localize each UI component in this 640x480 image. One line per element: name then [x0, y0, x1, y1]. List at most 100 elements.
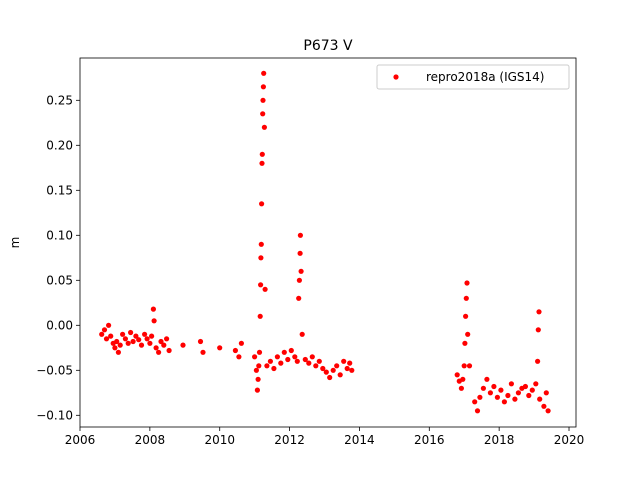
- x-tick-label: 2006: [65, 433, 96, 447]
- y-tick-label: 0.10: [46, 228, 73, 242]
- data-point: [313, 363, 319, 369]
- data-point: [505, 392, 511, 399]
- data-point: [253, 367, 259, 373]
- data-point: [464, 280, 470, 286]
- data-point: [136, 337, 142, 343]
- plot-area: [99, 70, 551, 414]
- data-point: [180, 342, 186, 348]
- data-point: [491, 383, 497, 390]
- data-point: [128, 329, 134, 336]
- data-point: [161, 342, 167, 348]
- data-point: [278, 360, 284, 366]
- data-point: [236, 354, 242, 360]
- legend-label: repro2018a (IGS14): [426, 70, 544, 84]
- data-point: [533, 381, 539, 387]
- data-point: [299, 331, 305, 337]
- data-point: [296, 295, 302, 301]
- data-point: [297, 232, 303, 238]
- data-point: [267, 358, 273, 364]
- data-point: [349, 367, 355, 373]
- data-point: [166, 347, 172, 354]
- data-point: [262, 286, 268, 292]
- data-point: [508, 381, 514, 387]
- data-point: [515, 390, 522, 396]
- data-point: [238, 340, 244, 346]
- data-point: [458, 385, 464, 391]
- data-point: [529, 387, 535, 393]
- x-tick-label: 2014: [344, 433, 375, 447]
- data-point: [254, 387, 260, 393]
- data-point: [103, 336, 110, 342]
- data-point: [472, 399, 478, 405]
- data-point: [327, 374, 333, 381]
- y-tick-label: 0.00: [46, 318, 73, 332]
- data-point: [156, 349, 162, 355]
- data-point: [454, 372, 460, 378]
- data-point: [271, 365, 277, 372]
- data-point: [197, 338, 204, 345]
- data-point: [292, 354, 298, 360]
- data-point: [512, 396, 518, 402]
- data-point: [264, 363, 270, 369]
- data-point: [474, 408, 481, 414]
- data-point: [133, 333, 139, 339]
- data-point: [256, 363, 262, 369]
- data-point: [260, 111, 266, 117]
- data-point: [158, 338, 164, 345]
- data-point: [164, 336, 170, 342]
- data-point: [543, 390, 549, 396]
- x-tick-label: 2008: [135, 433, 166, 447]
- data-point: [460, 376, 466, 382]
- data-point: [501, 399, 507, 405]
- y-tick-label: −0.05: [36, 363, 73, 377]
- y-axis: −0.10 −0.05 0.00 0.05 0.10 0.15 0.20 0.25: [36, 93, 80, 422]
- data-point: [115, 349, 121, 355]
- data-point: [108, 333, 114, 339]
- y-tick-label: 0.25: [46, 93, 73, 107]
- data-point: [217, 345, 223, 351]
- x-tick-label: 2018: [484, 433, 515, 447]
- data-point: [347, 360, 353, 366]
- data-point: [334, 363, 340, 369]
- data-point: [537, 396, 543, 402]
- data-point: [281, 349, 287, 355]
- x-tick-label: 2016: [414, 433, 445, 447]
- data-point: [463, 313, 469, 319]
- data-point: [522, 383, 529, 390]
- data-point: [142, 331, 148, 337]
- data-point: [461, 363, 467, 369]
- data-point: [541, 403, 547, 409]
- axes-frame: [79, 57, 577, 428]
- data-point: [153, 345, 159, 351]
- data-point: [114, 338, 120, 345]
- data-point: [296, 277, 302, 283]
- legend-box: [376, 64, 570, 90]
- data-point: [99, 331, 105, 337]
- data-point: [261, 124, 267, 130]
- data-point: [144, 336, 150, 342]
- data-point: [252, 354, 258, 360]
- data-point: [484, 376, 490, 382]
- data-point: [122, 336, 128, 342]
- data-point: [256, 349, 263, 355]
- data-point: [535, 327, 541, 333]
- data-point: [274, 354, 280, 360]
- data-point: [306, 360, 312, 366]
- data-point: [258, 255, 264, 261]
- data-point: [330, 367, 336, 373]
- data-point: [536, 309, 542, 315]
- x-axis: 2006 2008 2010 2012 2014 2016 2018 2020: [65, 427, 584, 447]
- data-point: [258, 241, 264, 247]
- data-point: [302, 356, 308, 363]
- data-point: [255, 376, 261, 382]
- legend: repro2018a (IGS14): [376, 64, 570, 90]
- data-point: [257, 313, 263, 319]
- x-tick-label: 2012: [274, 433, 305, 447]
- data-point: [309, 354, 315, 360]
- data-point: [323, 369, 329, 375]
- data-point: [494, 394, 500, 400]
- data-point: [150, 306, 156, 312]
- data-point: [288, 347, 294, 354]
- y-tick-label: 0.15: [46, 183, 73, 197]
